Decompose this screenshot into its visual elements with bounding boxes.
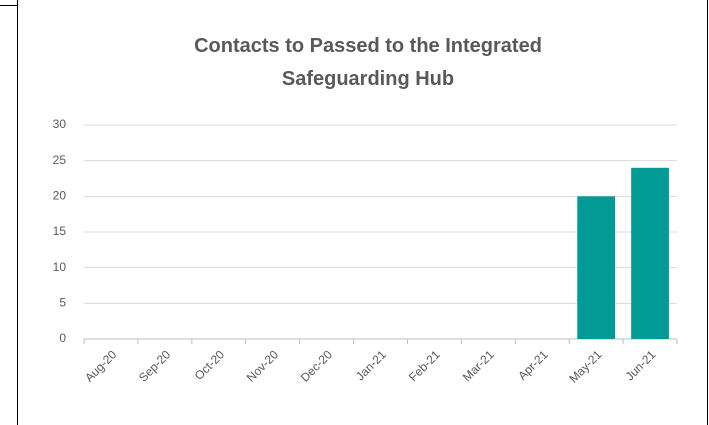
y-tick-label: 20 bbox=[53, 189, 67, 203]
bar bbox=[631, 167, 669, 339]
x-tick-label: Aug-20 bbox=[82, 347, 119, 384]
x-tick-label: Feb-21 bbox=[406, 347, 443, 384]
x-tick-label: Sep-20 bbox=[136, 347, 173, 384]
x-tick-label: Nov-20 bbox=[244, 347, 281, 384]
y-tick-label: 0 bbox=[59, 331, 66, 345]
y-tick-label: 25 bbox=[53, 153, 67, 167]
chart-title: Contacts to Passed to the Integrated Saf… bbox=[194, 35, 542, 90]
x-tick-label: Jun-21 bbox=[623, 347, 659, 383]
x-tick-label: Jan-21 bbox=[353, 347, 389, 383]
x-tick-label: Oct-20 bbox=[192, 347, 228, 383]
bar bbox=[577, 196, 616, 339]
y-tick-label: 30 bbox=[53, 117, 67, 131]
y-tick-label: 10 bbox=[53, 260, 67, 274]
x-tick-label: May-21 bbox=[566, 347, 604, 385]
x-tick-label: Dec-20 bbox=[298, 347, 335, 384]
y-tick-label: 5 bbox=[59, 296, 66, 310]
y-tick-label: 15 bbox=[53, 224, 67, 238]
x-tick-label: Mar-21 bbox=[460, 347, 497, 384]
x-tick-label: Apr-21 bbox=[515, 347, 551, 383]
